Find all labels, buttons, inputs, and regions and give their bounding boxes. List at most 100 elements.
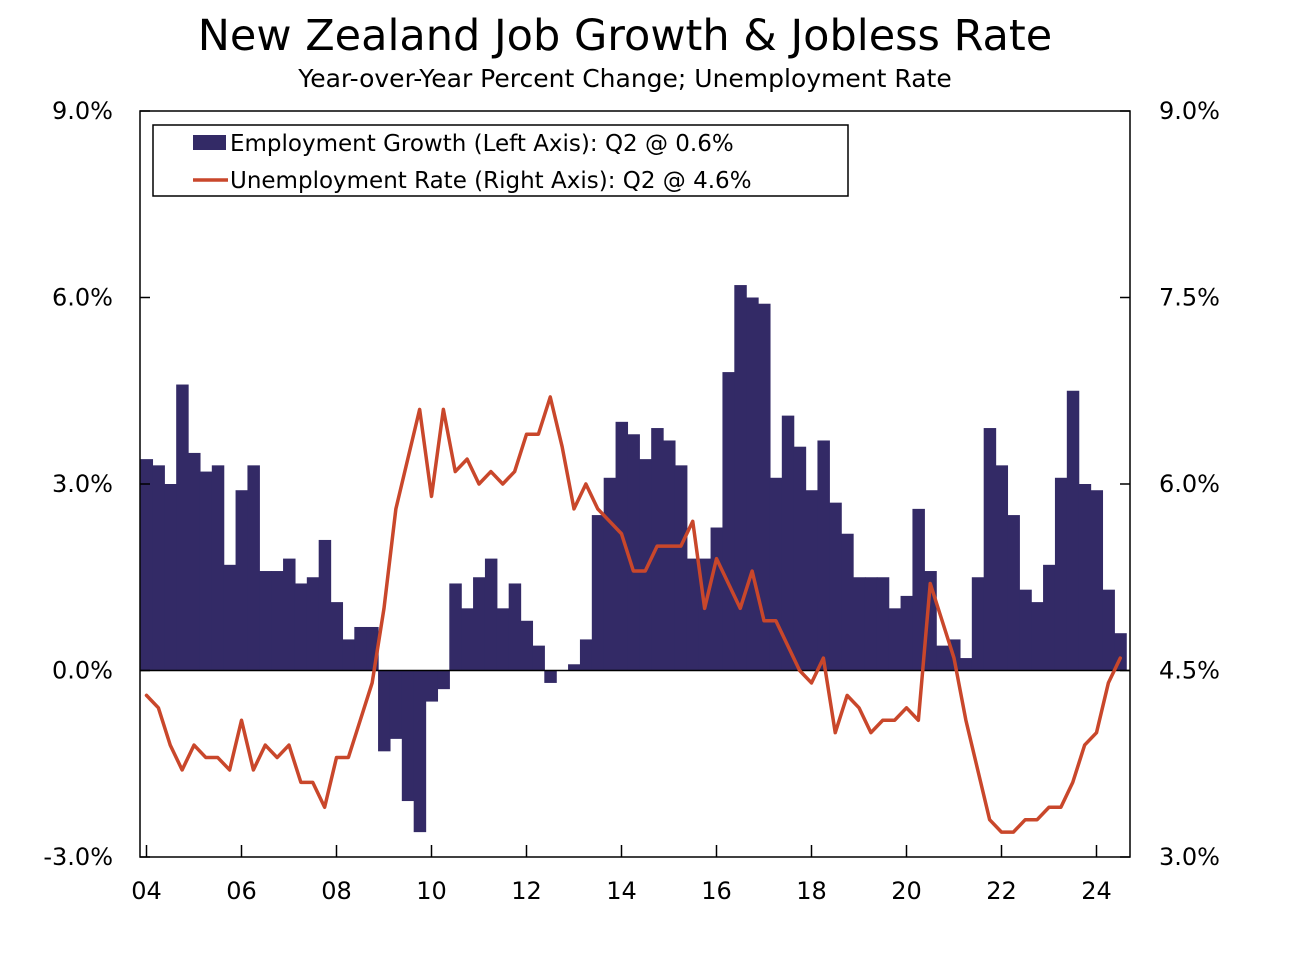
employment-bar <box>544 670 557 683</box>
x-tick-label: 20 <box>891 877 922 905</box>
employment-bar <box>781 415 795 671</box>
left-y-tick-label: -3.0% <box>43 843 113 871</box>
employment-bar <box>152 465 165 671</box>
legend-label-unemployment: Unemployment Rate (Right Axis): Q2 @ 4.6… <box>230 168 752 194</box>
employment-bar <box>449 583 462 671</box>
right-y-tick-label: 6.0% <box>1159 470 1220 498</box>
employment-bar <box>959 658 973 671</box>
left-y-tick-label: 9.0% <box>52 97 113 125</box>
employment-bar <box>271 571 284 671</box>
employment-bar <box>769 477 783 671</box>
employment-bar <box>188 452 201 671</box>
employment-bar <box>342 639 355 671</box>
employment-bar <box>1054 477 1068 671</box>
employment-bar <box>235 490 249 671</box>
x-tick-label: 18 <box>796 877 827 905</box>
employment-bar <box>1043 564 1056 671</box>
employment-bar <box>663 440 676 671</box>
employment-bar <box>306 577 320 671</box>
employment-bar <box>888 608 902 671</box>
employment-bar <box>294 583 308 671</box>
employment-bar <box>591 515 605 671</box>
employment-bar <box>615 421 629 671</box>
employment-bar <box>793 446 807 671</box>
employment-bar <box>247 465 260 671</box>
x-tick-label: 12 <box>511 877 542 905</box>
employment-bar <box>1066 390 1080 671</box>
axes: -3.0% 0.0% 3.0% 6.0% 9.0% 3.0% 4.5% 6.0% 7.5% 9.0… <box>43 97 1220 905</box>
employment-bar <box>746 297 759 671</box>
employment-bar <box>401 670 415 802</box>
employment-bar <box>983 428 997 671</box>
unemployment-line-layer <box>144 395 1122 834</box>
employment-bar <box>508 583 522 671</box>
employment-bar <box>1031 602 1044 671</box>
employment-bar <box>413 670 427 833</box>
employment-bar <box>627 434 640 671</box>
right-y-tick-label: 7.5% <box>1159 284 1220 312</box>
employment-bar <box>864 577 878 671</box>
x-tick-label: 24 <box>1081 877 1112 905</box>
employment-bar <box>829 502 842 671</box>
employment-bar <box>176 384 189 671</box>
employment-bar <box>710 527 724 671</box>
employment-bar <box>1090 490 1104 671</box>
employment-bar <box>378 670 391 752</box>
employment-bar <box>140 459 154 671</box>
employment-bar <box>734 285 747 671</box>
left-y-tick-label: 0.0% <box>52 657 113 685</box>
unemployment-rate-line <box>144 395 1122 834</box>
employment-bar <box>223 564 237 671</box>
legend: Employment Growth (Left Axis): Q2 @ 0.6%… <box>152 124 849 197</box>
employment-bar <box>686 558 700 671</box>
employment-bar <box>876 577 890 671</box>
right-y-tick-label: 4.5% <box>1159 657 1220 685</box>
employment-bar <box>461 608 474 671</box>
employment-bar <box>164 484 177 671</box>
employment-bar <box>496 608 510 671</box>
employment-bar <box>853 577 866 671</box>
employment-bar <box>532 645 545 671</box>
left-y-tick-label: 6.0% <box>52 284 113 312</box>
employment-bar <box>971 577 985 671</box>
legend-bar-swatch <box>193 135 226 150</box>
employment-bar <box>568 664 581 671</box>
employment-bar <box>425 670 439 702</box>
x-tick-label: 14 <box>606 877 637 905</box>
employment-bar <box>330 602 344 671</box>
employment-bar <box>936 645 949 671</box>
employment-bar <box>211 465 225 671</box>
employment-bar <box>283 558 296 671</box>
employment-bar <box>520 620 534 671</box>
x-tick-label: 04 <box>131 877 162 905</box>
legend-label-employment: Employment Growth (Left Axis): Q2 @ 0.6% <box>230 131 734 157</box>
employment-bar <box>1007 515 1020 671</box>
employment-bar <box>1102 589 1115 671</box>
employment-bar <box>817 440 830 671</box>
legend-box <box>152 124 849 197</box>
employment-bar <box>639 459 652 671</box>
employment-bar <box>484 558 498 671</box>
employment-bar <box>758 303 771 671</box>
x-tick-label: 06 <box>226 877 257 905</box>
x-tick-label: 10 <box>416 877 447 905</box>
employment-bar <box>473 577 486 671</box>
employment-bar <box>995 465 1009 671</box>
employment-bar <box>900 595 914 671</box>
employment-bar <box>579 639 593 671</box>
employment-bar <box>1019 589 1032 671</box>
employment-bar <box>841 533 854 671</box>
chart-title: New Zealand Job Growth & Jobless Rate <box>197 11 1053 61</box>
left-y-tick-label: 3.0% <box>52 470 113 498</box>
employment-bar <box>912 508 925 671</box>
employment-bar <box>805 490 819 671</box>
x-tick-label: 22 <box>986 877 1017 905</box>
employment-bar <box>603 477 617 671</box>
employment-bar <box>674 465 688 671</box>
employment-bar <box>354 626 367 671</box>
x-tick-label: 08 <box>321 877 352 905</box>
employment-bar <box>722 372 735 671</box>
employment-bar <box>318 539 332 671</box>
right-y-tick-label: 9.0% <box>1159 97 1220 125</box>
